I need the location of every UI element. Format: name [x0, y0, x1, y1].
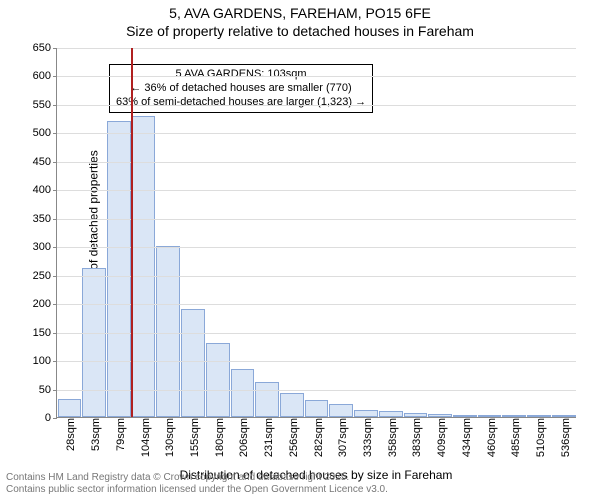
y-tick-label: 350: [33, 213, 57, 225]
x-tick-label: 383sqm: [411, 416, 423, 457]
y-tick-label: 300: [33, 241, 57, 253]
title-line-1: 5, AVA GARDENS, FAREHAM, PO15 6FE: [0, 4, 600, 22]
histogram-bar: 358sqm: [379, 411, 403, 417]
histogram-bar: 510sqm: [527, 415, 551, 417]
x-tick-label: 536sqm: [560, 416, 572, 457]
x-tick-label: 231sqm: [263, 416, 275, 457]
footer-attribution: Contains HM Land Registry data © Crown c…: [6, 472, 388, 496]
x-tick-label: 485sqm: [510, 416, 522, 457]
histogram-bar: 460sqm: [478, 415, 502, 417]
x-tick-label: 282sqm: [313, 416, 325, 457]
histogram-bar: 282sqm: [305, 400, 329, 417]
y-tick-label: 200: [33, 298, 57, 310]
title-line-2: Size of property relative to detached ho…: [0, 22, 600, 40]
gridline: [57, 247, 576, 248]
histogram-bar: 307sqm: [329, 404, 353, 417]
y-tick-label: 150: [33, 327, 57, 339]
y-tick-label: 600: [33, 70, 57, 82]
histogram-bar: 256sqm: [280, 393, 304, 417]
gridline: [57, 133, 576, 134]
annotation-line-1: 5 AVA GARDENS: 103sqm: [116, 68, 366, 82]
y-tick-label: 500: [33, 127, 57, 139]
x-tick-label: 104sqm: [140, 416, 152, 457]
gridline: [57, 219, 576, 220]
annotation-line-2: ← 36% of detached houses are smaller (77…: [116, 82, 366, 96]
y-tick-label: 550: [33, 99, 57, 111]
chart-title-block: 5, AVA GARDENS, FAREHAM, PO15 6FE Size o…: [0, 0, 600, 40]
histogram-bar: 333sqm: [354, 410, 378, 417]
gridline: [57, 361, 576, 362]
x-tick-label: 307sqm: [337, 416, 349, 457]
gridline: [57, 276, 576, 277]
gridline: [57, 333, 576, 334]
x-tick-label: 434sqm: [461, 416, 473, 457]
gridline: [57, 304, 576, 305]
footer-line-2: Contains public sector information licen…: [6, 484, 388, 496]
x-tick-label: 333sqm: [362, 416, 374, 457]
y-tick-label: 100: [33, 355, 57, 367]
gridline: [57, 162, 576, 163]
histogram-bar: 231sqm: [255, 382, 279, 417]
histogram-bar: 155sqm: [181, 309, 205, 417]
histogram-bar: 206sqm: [231, 369, 255, 417]
histogram-bar: 485sqm: [502, 415, 526, 417]
property-marker-line: [131, 48, 133, 417]
gridline: [57, 76, 576, 77]
x-tick-label: 409sqm: [436, 416, 448, 457]
y-tick-label: 400: [33, 184, 57, 196]
histogram-bar: 409sqm: [428, 414, 452, 417]
x-tick-label: 256sqm: [288, 416, 300, 457]
x-tick-label: 28sqm: [65, 416, 77, 451]
y-tick-label: 450: [33, 156, 57, 168]
histogram-bar: 383sqm: [404, 413, 428, 417]
histogram-bar: 53sqm: [82, 268, 106, 417]
gridline: [57, 190, 576, 191]
histogram-bar: 180sqm: [206, 343, 230, 417]
x-tick-label: 206sqm: [238, 416, 250, 457]
x-tick-label: 460sqm: [486, 416, 498, 457]
x-tick-label: 79sqm: [115, 416, 127, 451]
x-tick-label: 358sqm: [387, 416, 399, 457]
y-tick-label: 50: [39, 384, 57, 396]
x-tick-label: 180sqm: [214, 416, 226, 457]
histogram-bar: 28sqm: [58, 399, 82, 417]
histogram-bar: 536sqm: [552, 415, 576, 417]
y-tick-label: 250: [33, 270, 57, 282]
histogram-bar: 434sqm: [453, 415, 477, 417]
histogram-bar: 130sqm: [156, 246, 180, 417]
y-tick-label: 650: [33, 42, 57, 54]
y-tick-label: 0: [45, 412, 57, 424]
plot-region: Number of detached properties 28sqm53sqm…: [56, 48, 576, 418]
x-tick-label: 510sqm: [535, 416, 547, 457]
gridline: [57, 48, 576, 49]
annotation-line-3: 63% of semi-detached houses are larger (…: [116, 96, 366, 110]
x-tick-label: 53sqm: [90, 416, 102, 451]
gridline: [57, 105, 576, 106]
x-tick-label: 155sqm: [189, 416, 201, 457]
x-tick-label: 130sqm: [164, 416, 176, 457]
footer-line-1: Contains HM Land Registry data © Crown c…: [6, 472, 388, 484]
chart-area: Number of detached properties 28sqm53sqm…: [56, 48, 576, 418]
gridline: [57, 390, 576, 391]
histogram-bar: 79sqm: [107, 121, 131, 417]
